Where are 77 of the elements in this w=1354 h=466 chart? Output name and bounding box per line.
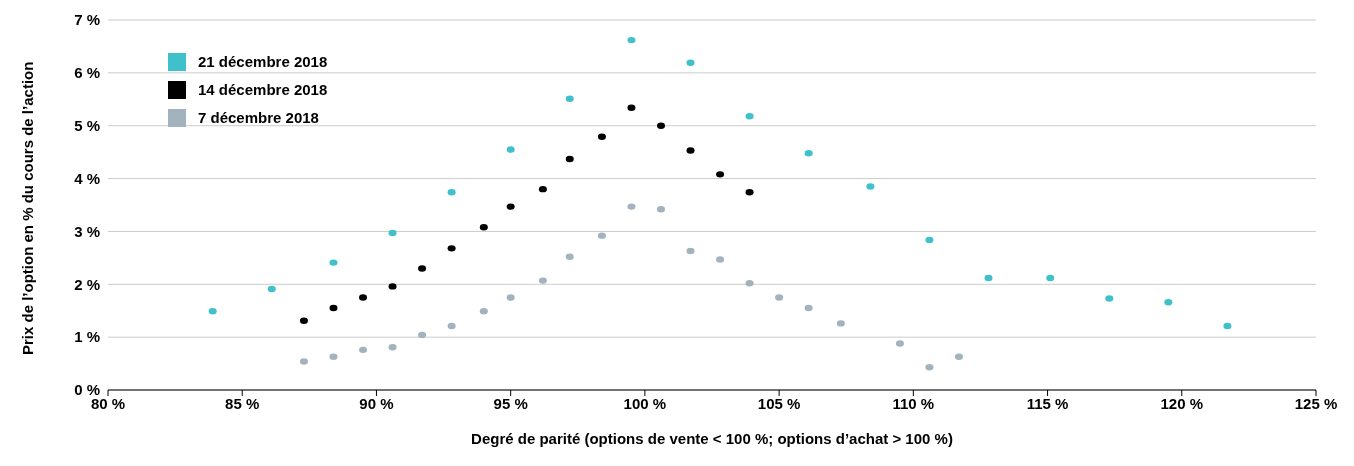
y-tick-label: 6 %: [74, 64, 100, 82]
y-tick-label: 5 %: [74, 117, 100, 135]
point: [1223, 322, 1232, 330]
point: [447, 245, 456, 252]
point: [208, 308, 217, 315]
point: [745, 113, 754, 120]
point: [716, 171, 725, 178]
point: [418, 331, 427, 339]
point: [479, 308, 488, 315]
point: [299, 317, 308, 324]
x-tick-label: 115 %: [1026, 394, 1069, 412]
point: [686, 247, 695, 255]
legend-label: 14 décembre 2018: [198, 80, 328, 100]
point: [388, 229, 397, 237]
point: [329, 353, 338, 360]
point: [447, 322, 456, 330]
point: [267, 285, 276, 293]
point: [657, 122, 665, 129]
point: [984, 274, 993, 282]
x-tick-label: 100 %: [623, 394, 667, 412]
x-tick-label: 125 %: [1294, 394, 1338, 412]
point: [804, 150, 813, 157]
point: [716, 256, 725, 263]
point: [388, 343, 397, 351]
point: [565, 253, 574, 260]
point: [836, 320, 845, 327]
point: [506, 203, 515, 210]
y-axis-title: Prix de l’option en % du cours de l’action: [19, 61, 37, 355]
point: [657, 206, 665, 213]
x-axis-title: Degré de parité (options de vente < 100 %; options d’achat > 100 %): [471, 430, 953, 447]
y-tick-label: 2 %: [74, 275, 100, 293]
x-tick-label: 85 %: [225, 394, 260, 412]
point: [627, 104, 636, 111]
x-tick-label: 120 %: [1160, 394, 1204, 412]
x-tick-label: 90 %: [359, 394, 394, 412]
point: [804, 304, 813, 312]
y-tick-label: 7 %: [74, 11, 100, 29]
point: [506, 294, 515, 301]
point: [538, 277, 547, 284]
point: [627, 36, 636, 44]
point: [538, 185, 547, 193]
point: [565, 155, 574, 163]
point: [745, 280, 754, 287]
point: [597, 232, 606, 239]
point: [895, 340, 904, 347]
point: [506, 146, 515, 153]
x-tick-label: 110 %: [892, 394, 935, 412]
point: [866, 183, 875, 190]
point: [479, 224, 488, 231]
point: [388, 283, 397, 290]
point: [1164, 299, 1173, 306]
point: [925, 236, 934, 244]
x-tick-label: 105 %: [757, 394, 801, 412]
y-tick-label: 4 %: [74, 169, 100, 187]
point: [686, 147, 695, 154]
point: [329, 304, 338, 312]
point: [299, 358, 308, 365]
legend-label: 7 décembre 2018: [198, 108, 319, 128]
point: [954, 353, 963, 360]
point: [1046, 274, 1055, 282]
legend-label: 21 décembre 2018: [198, 52, 328, 72]
point: [775, 294, 784, 301]
x-tick-label: 95 %: [493, 394, 528, 412]
point: [745, 189, 754, 196]
point: [627, 203, 636, 210]
point: [597, 133, 606, 141]
point: [359, 294, 368, 301]
point: [565, 95, 574, 102]
y-tick-label: 1 %: [74, 328, 100, 346]
point: [1105, 295, 1114, 302]
point: [418, 265, 427, 272]
point: [686, 59, 695, 67]
point: [359, 346, 368, 354]
point: [329, 259, 338, 266]
point: [447, 189, 456, 196]
y-tick-label: 3 %: [74, 222, 100, 240]
point: [925, 364, 934, 371]
